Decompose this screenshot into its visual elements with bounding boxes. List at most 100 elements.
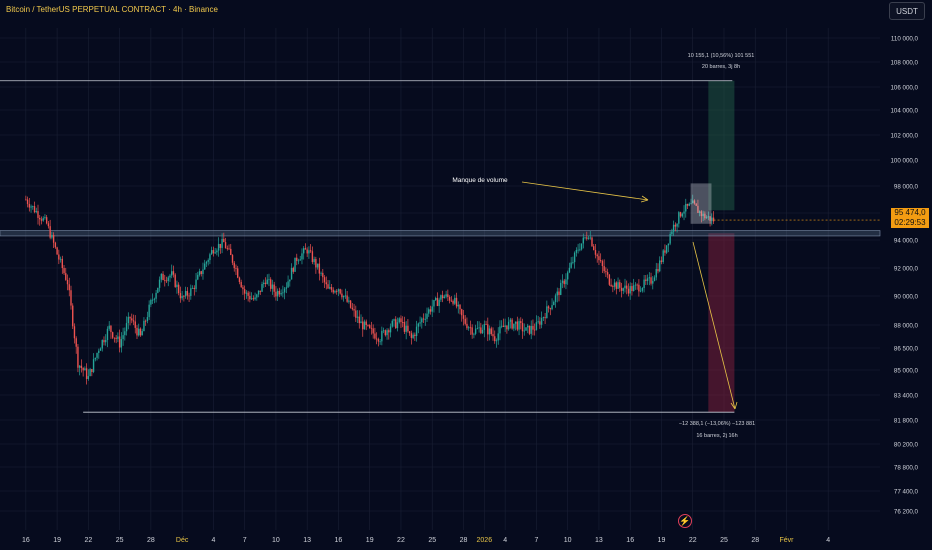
candle xyxy=(622,288,624,291)
candle xyxy=(447,294,449,298)
candle xyxy=(106,328,109,340)
candle xyxy=(384,330,387,336)
candle xyxy=(636,284,638,286)
candle xyxy=(410,333,413,338)
candle xyxy=(374,333,376,339)
candle xyxy=(85,368,88,379)
candle xyxy=(282,292,284,294)
candle xyxy=(511,319,513,329)
short-position-box xyxy=(708,233,735,413)
candle xyxy=(299,259,301,261)
candle xyxy=(523,330,525,332)
candle xyxy=(171,271,173,276)
candle xyxy=(375,338,378,340)
volume-gap-box xyxy=(690,183,712,224)
candle xyxy=(408,331,411,334)
candle xyxy=(122,335,124,340)
candle xyxy=(549,308,552,310)
candle xyxy=(514,321,517,324)
x-tick-label: 10 xyxy=(564,537,572,544)
candle xyxy=(690,203,692,205)
candle xyxy=(445,294,447,297)
candle xyxy=(72,305,74,327)
candle xyxy=(98,350,100,354)
candle xyxy=(657,269,659,272)
candle xyxy=(551,305,553,310)
candle xyxy=(377,339,380,342)
candle xyxy=(659,260,661,272)
candle xyxy=(30,206,32,208)
chart-title: Bitcoin / TetherUS PERPETUAL CONTRACT · … xyxy=(6,5,218,14)
candle xyxy=(292,267,294,272)
candle xyxy=(214,252,216,254)
candle xyxy=(271,284,274,289)
candle xyxy=(66,279,69,285)
candle xyxy=(209,254,211,261)
long-position-box xyxy=(708,80,735,211)
candle xyxy=(330,287,333,290)
candle xyxy=(87,376,90,379)
candle xyxy=(516,321,519,330)
candle xyxy=(608,274,611,285)
candle xyxy=(712,217,715,222)
candle xyxy=(577,249,579,251)
candle xyxy=(25,199,27,201)
candle xyxy=(230,248,232,256)
candle xyxy=(693,200,696,204)
candle xyxy=(492,334,494,337)
candle xyxy=(40,219,43,221)
candle xyxy=(424,318,426,320)
candle xyxy=(539,321,541,325)
candle xyxy=(49,226,51,238)
candle xyxy=(73,326,76,339)
y-tick-label: 85 000,0 xyxy=(894,368,919,375)
candle xyxy=(256,294,258,298)
candle xyxy=(560,282,562,295)
candle xyxy=(193,287,195,290)
candle xyxy=(63,268,65,274)
x-tick-label: 4 xyxy=(503,537,507,544)
candle xyxy=(247,292,249,296)
candle xyxy=(167,277,169,282)
candle xyxy=(177,284,180,294)
x-tick-label: Déc xyxy=(176,537,189,544)
candle xyxy=(422,318,425,320)
candle xyxy=(598,256,600,261)
candle xyxy=(434,297,437,301)
candle xyxy=(322,272,324,278)
candle xyxy=(586,237,588,239)
candle xyxy=(624,285,626,289)
candle xyxy=(276,290,279,297)
short-stats-label: −12 388,1 (−13,06%) −123 881 xyxy=(679,421,755,427)
candle xyxy=(570,262,572,268)
candle xyxy=(478,327,480,329)
candle xyxy=(546,306,548,319)
candle xyxy=(382,330,385,332)
candle xyxy=(202,269,204,275)
candle xyxy=(325,282,327,285)
candle xyxy=(118,336,121,348)
candle xyxy=(709,216,711,221)
candle xyxy=(632,285,635,292)
candle xyxy=(223,238,225,243)
currency-button[interactable]: USDT xyxy=(889,2,925,20)
candle xyxy=(309,250,312,252)
candle xyxy=(42,218,44,221)
candle xyxy=(294,257,296,272)
candle xyxy=(467,327,470,329)
candle xyxy=(91,369,93,372)
candle xyxy=(695,203,697,206)
lightning-icon[interactable]: ⚡ xyxy=(678,514,692,528)
candle xyxy=(131,318,133,321)
candle xyxy=(619,282,621,288)
candle xyxy=(702,213,704,217)
candle xyxy=(139,328,142,336)
candle xyxy=(349,300,352,308)
arrow-head xyxy=(640,195,649,203)
candle xyxy=(226,248,228,249)
candle xyxy=(646,278,649,281)
candle xyxy=(674,224,677,227)
candle xyxy=(483,324,486,330)
candle xyxy=(566,272,569,280)
